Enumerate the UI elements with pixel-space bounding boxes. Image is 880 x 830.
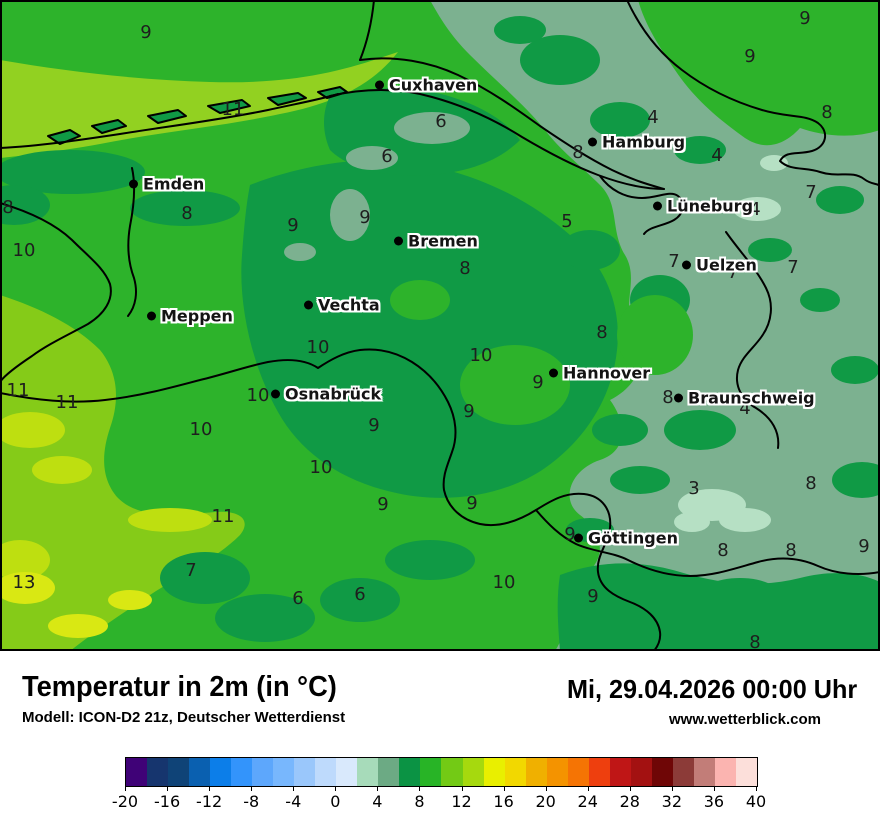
colorbar-cell: [315, 758, 337, 786]
colorbar-tick-mark: [461, 786, 463, 791]
colorbar-tick-label: -4: [285, 792, 302, 811]
forecast-datetime: Mi, 29.04.2026 00:00 Uhr: [566, 674, 857, 704]
website-url: www.wetterblick.com: [669, 711, 821, 728]
colorbar-cell: [294, 758, 316, 786]
colorbar-tick-label: -16: [153, 792, 181, 811]
colorbar-cell: [357, 758, 379, 786]
colorbar-cell: [588, 758, 610, 786]
colorbar-tick-mark: [335, 786, 337, 791]
colorbar-cell: [672, 758, 694, 786]
weather-map: 9 9 9 11 8 4 6 4 6 8 8 8 9 5 4 7 9 10 8 7 7 7 8 10 10 9 11 11 9 4 10 9 1…: [0, 0, 880, 652]
colorbar-tick-mark: [503, 786, 505, 791]
colorbar-tick-mark: [756, 786, 757, 791]
colorbar-tick-mark: [293, 786, 295, 791]
colorbar-tick-mark: [671, 786, 673, 791]
colorbar-tick-label: 24: [577, 792, 598, 811]
map-footer: Temperatur in 2m (in °C) Mi, 29.04.2026 …: [0, 651, 880, 830]
colorbar-tick-label: 28: [619, 792, 640, 811]
colorbar-tick-label: 12: [451, 792, 472, 811]
colorbar-cell: [189, 758, 211, 786]
colorbar-tick-mark: [545, 786, 547, 791]
colorbar-cell: [483, 758, 505, 786]
colorbar-ticks: -20 -16 -12 -8 -4 0 4 8 12 16 20 24 28 32 36 40: [112, 786, 766, 822]
colorbar: [125, 757, 758, 787]
colorbar-tick-label: 16: [493, 792, 514, 811]
colorbar-tick-label: 4: [372, 792, 383, 811]
colorbar-tick-mark: [587, 786, 589, 791]
colorbar-cell: [126, 758, 148, 786]
colorbar-cell: [378, 758, 400, 786]
colorbar-cell: [567, 758, 589, 786]
border-lines: [0, 0, 880, 651]
colorbar-cell: [210, 758, 232, 786]
colorbar-tick-label: -20: [111, 792, 139, 811]
page-title: Temperatur in 2m (in °C): [22, 671, 337, 703]
colorbar-cell: [273, 758, 295, 786]
colorbar-tick-label: -8: [243, 792, 260, 811]
map-frame: [0, 0, 880, 651]
model-info: Modell: ICON-D2 21z, Deutscher Wetterdie…: [22, 709, 346, 726]
colorbar-cell: [609, 758, 631, 786]
colorbar-tick-label: -12: [196, 792, 223, 811]
colorbar-tick-label: 32: [661, 792, 683, 811]
colorbar-tick-label: 36: [703, 792, 725, 811]
ne-bright-wedge: [625, 0, 880, 146]
colorbar-tick-label: 0: [330, 792, 341, 811]
colorbar-tick-mark: [377, 786, 379, 791]
colorbar-tick-mark: [419, 786, 421, 791]
colorbar-cell: [231, 758, 253, 786]
colorbar-tick-mark: [125, 786, 126, 791]
colorbar-cell: [441, 758, 463, 786]
colorbar-tick-mark: [713, 786, 715, 791]
colorbar-tick-mark: [629, 786, 631, 791]
colorbar-cell: [630, 758, 652, 786]
colorbar-cell: [462, 758, 484, 786]
colorbar-tick-label: 20: [535, 792, 556, 811]
colorbar-cell: [168, 758, 190, 786]
colorbar-cell: [651, 758, 673, 786]
colorbar-tick-label: 40: [745, 792, 767, 811]
colorbar-tick-mark: [251, 786, 253, 791]
colorbar-cell: [252, 758, 274, 786]
colorbar-cell: [147, 758, 169, 786]
colorbar-tick-mark: [167, 786, 169, 791]
colorbar-cell: [735, 758, 757, 786]
colorbar-cell: [693, 758, 715, 786]
colorbar-cell: [504, 758, 526, 786]
map-graphic: [0, 0, 880, 651]
colorbar-cell: [714, 758, 736, 786]
colorbar-tick-mark: [209, 786, 211, 791]
colorbar-cell: [525, 758, 547, 786]
colorbar-cell: [336, 758, 358, 786]
colorbar-cell: [420, 758, 442, 786]
colorbar-cell: [399, 758, 421, 786]
colorbar-tick-label: 8: [414, 792, 425, 811]
colorbar-cell: [546, 758, 568, 786]
